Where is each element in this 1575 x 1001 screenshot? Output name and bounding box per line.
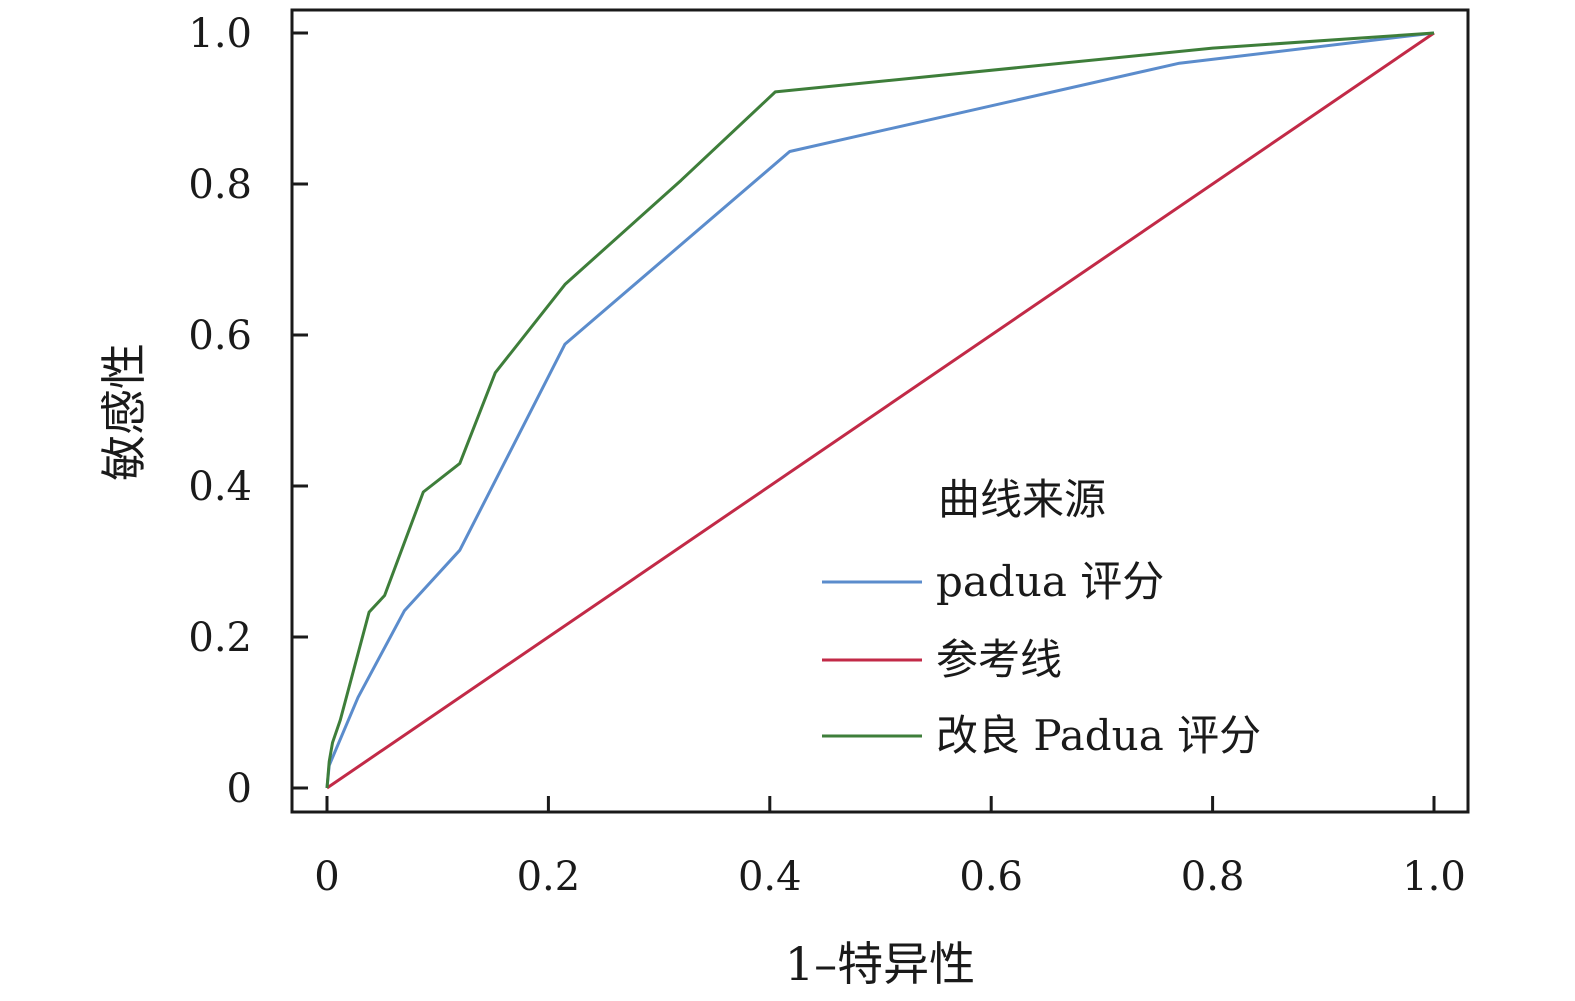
y-tick-label: 1.0: [188, 11, 252, 57]
y-tick-label: 0.4: [188, 464, 252, 510]
legend-label: 参考线: [936, 635, 1062, 684]
x-tick-label: 0.8: [1181, 854, 1245, 900]
plot-frame: [290, 8, 1470, 814]
axis-ticks: 0 0.2 0.4 0.6 0.8 1.0 0 0.2 0.4 0.6 0.8 1.0: [188, 11, 1465, 900]
x-tick-label: 0.6: [959, 854, 1023, 900]
y-tick-label: 0.2: [188, 615, 252, 661]
x-tick-label: 0: [314, 854, 339, 900]
y-axis-title: 敏感性: [97, 343, 151, 481]
series-line-1: [325, 31, 1435, 789]
x-tick-label: 1.0: [1402, 854, 1466, 900]
series-line-2: [326, 31, 1435, 790]
x-axis-title: 1–特异性: [785, 937, 975, 991]
series-line-3: [325, 31, 1435, 789]
legend-label: padua 评分: [936, 557, 1164, 606]
x-tick-label: 0.2: [517, 854, 581, 900]
legend-label: 改良 Padua 评分: [936, 711, 1261, 760]
y-tick-label: 0: [227, 766, 252, 812]
x-tick-label: 0.4: [738, 854, 802, 900]
y-tick-label: 0.6: [188, 313, 252, 359]
y-tick-label: 0.8: [188, 162, 252, 208]
series-lines: [325, 31, 1435, 790]
plot-area: [290, 8, 1470, 814]
legend-title: 曲线来源: [938, 475, 1106, 524]
